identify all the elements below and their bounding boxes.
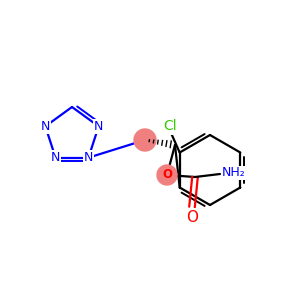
Text: O: O	[162, 169, 172, 182]
Text: N: N	[41, 120, 50, 133]
Text: N: N	[94, 120, 103, 133]
Circle shape	[134, 129, 156, 151]
Text: N: N	[84, 151, 93, 164]
Text: O: O	[186, 209, 198, 224]
Text: Cl: Cl	[163, 119, 176, 134]
Circle shape	[157, 165, 177, 185]
Text: N: N	[51, 151, 60, 164]
Text: NH₂: NH₂	[222, 167, 246, 179]
